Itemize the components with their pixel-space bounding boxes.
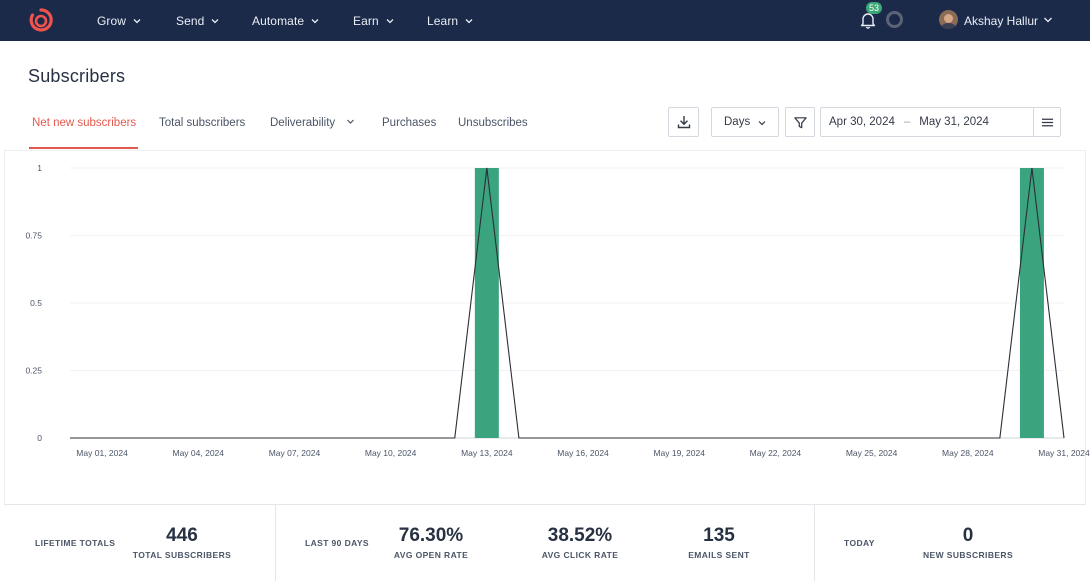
x-tick-label: May 31, 2024 (1038, 448, 1090, 458)
x-tick-label: May 25, 2024 (846, 448, 898, 458)
chart-panel (4, 150, 1086, 504)
active-tab-indicator (29, 147, 138, 149)
download-icon (677, 116, 690, 129)
nav-send-label: Send (176, 13, 205, 28)
user-name[interactable]: Akshay Hallur (964, 13, 1039, 28)
interval-select[interactable]: Days (711, 107, 779, 137)
avg-click-rate-caption: AVG CLICK RATE (541, 550, 619, 560)
avg-open-rate-caption: AVG OPEN RATE (393, 550, 469, 560)
x-tick-label: May 19, 2024 (653, 448, 705, 458)
x-tick-label: May 16, 2024 (557, 448, 609, 458)
tab-deliverability-label: Deliverability (270, 117, 336, 129)
tab-unsubscribes[interactable]: Unsubscribes (458, 117, 528, 129)
nav-learn[interactable]: Learn (427, 0, 473, 41)
x-tick-label: May 04, 2024 (173, 448, 225, 458)
date-from-input[interactable]: Apr 30, 2024 (829, 116, 895, 128)
filter-icon (793, 116, 807, 128)
today-section: TODAY 0 NEW SUBSCRIBERS (815, 505, 1086, 581)
nav-grow[interactable]: Grow (97, 0, 141, 41)
nav-automate-label: Automate (252, 13, 305, 28)
convertkit-logo-icon[interactable] (28, 7, 54, 33)
notifications-button[interactable] (857, 9, 879, 31)
x-tick-label: May 01, 2024 (76, 448, 128, 458)
x-tick-label: May 22, 2024 (750, 448, 802, 458)
chevron-down-icon[interactable] (1043, 15, 1053, 25)
hamburger-menu-icon (1041, 118, 1053, 126)
page-title: Subscribers (28, 66, 126, 86)
net-new-subscribers-chart: 0 0.25 0.5 0.75 1 May 01, 2024 May 04, 2024 Ma… (25, 163, 1090, 458)
lifetime-totals-label: LIFETIME TOTALS (35, 538, 116, 548)
tab-deliverability[interactable]: Deliverability (270, 117, 355, 129)
bar (474, 168, 499, 438)
date-range-picker[interactable]: Apr 30, 2024 – May 31, 2024 (820, 107, 1061, 137)
nav-learn-label: Learn (427, 13, 459, 28)
lifetime-totals-section: LIFETIME TOTALS 446 TOTAL SUBSCRIBERS (4, 505, 275, 581)
x-tick-label: May 07, 2024 (269, 448, 321, 458)
y-tick-label: 1 (37, 163, 42, 173)
emails-sent-value: 135 (703, 525, 735, 546)
last-90-days-section: LAST 90 DAYS 76.30% AVG OPEN RATE 38.52%… (276, 505, 814, 581)
new-subscribers-value: 0 (962, 525, 974, 546)
filter-button[interactable] (785, 107, 815, 137)
y-tick-label: 0 (37, 433, 42, 443)
avatar[interactable] (939, 10, 958, 29)
chevron-down-icon (133, 18, 141, 23)
x-tick-label: May 13, 2024 (461, 448, 513, 458)
interval-select-value: Days (724, 116, 751, 128)
chevron-down-icon (211, 18, 219, 23)
avg-open-rate-value: 76.30% (398, 525, 464, 546)
x-tick-label: May 28, 2024 (942, 448, 994, 458)
tab-net-new-subscribers[interactable]: Net new subscribers (32, 117, 137, 129)
y-tick-label: 0.25 (25, 366, 42, 376)
top-navigation-bar: Grow Send Automate Earn Learn 53 Akshay … (0, 0, 1090, 41)
avg-click-rate-value: 38.52% (547, 525, 613, 546)
status-ring-icon[interactable] (886, 11, 903, 28)
tab-purchases[interactable]: Purchases (382, 117, 437, 129)
tab-total-subscribers[interactable]: Total subscribers (159, 117, 246, 129)
emails-sent-caption: EMAILS SENT (688, 550, 750, 560)
chevron-down-icon (311, 18, 319, 23)
chevron-down-icon (758, 121, 766, 126)
download-button[interactable] (668, 107, 699, 137)
nav-earn-label: Earn (353, 13, 379, 28)
total-subscribers-value: 446 (166, 525, 198, 546)
nav-automate[interactable]: Automate (252, 0, 319, 41)
stats-divider (814, 505, 815, 581)
date-range-separator: – (903, 116, 911, 128)
notification-count-badge: 53 (866, 2, 883, 14)
nav-earn[interactable]: Earn (353, 0, 394, 41)
series-line (70, 167, 1065, 439)
y-tick-label: 0.75 (25, 231, 42, 241)
date-to-input[interactable]: May 31, 2024 (919, 116, 989, 128)
nav-grow-label: Grow (97, 13, 127, 28)
chevron-down-icon (465, 18, 473, 23)
chevron-down-icon (347, 119, 355, 124)
total-subscribers-caption: TOTAL SUBSCRIBERS (132, 550, 232, 560)
new-subscribers-caption: NEW SUBSCRIBERS (922, 550, 1014, 560)
today-label: TODAY (844, 538, 875, 548)
y-tick-label: 0.5 (30, 298, 42, 308)
bar (1019, 168, 1044, 438)
nav-send[interactable]: Send (176, 0, 219, 41)
stats-footer: LIFETIME TOTALS 446 TOTAL SUBSCRIBERS LA… (4, 504, 1086, 581)
chevron-down-icon (386, 18, 394, 23)
last-90-days-label: LAST 90 DAYS (305, 538, 370, 548)
bell-icon (860, 13, 876, 29)
stats-divider (275, 505, 276, 581)
date-range-menu-button[interactable] (1033, 108, 1060, 136)
x-tick-label: May 10, 2024 (365, 448, 417, 458)
